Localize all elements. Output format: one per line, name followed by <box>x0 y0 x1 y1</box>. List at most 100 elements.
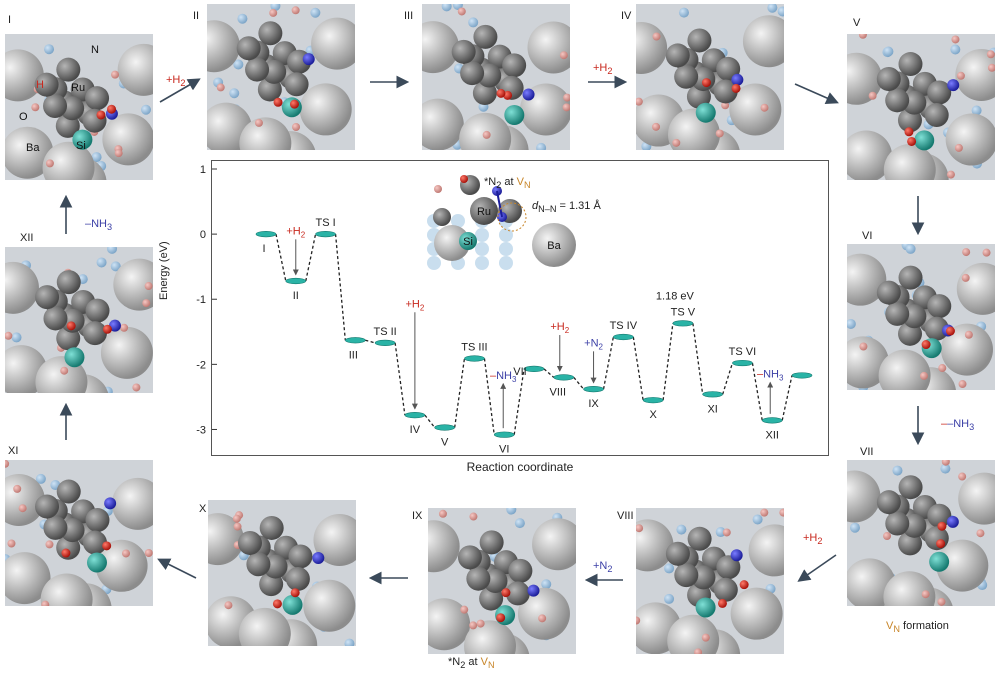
connector-14 <box>692 323 704 395</box>
level-VI <box>493 431 515 438</box>
panel-label-II: II <box>193 10 200 22</box>
connector-10 <box>573 376 585 390</box>
level-TS-III <box>464 355 485 362</box>
y-tick-label: -3 <box>196 424 206 436</box>
step-label-viii-ix: +N2 <box>593 560 613 575</box>
level-IX <box>583 385 604 393</box>
connector-15 <box>722 362 734 395</box>
step-label-xii-i: –NH3 <box>85 218 113 233</box>
panel-XI <box>5 460 153 606</box>
y-tick-label: 0 <box>200 229 206 241</box>
panel-label-VII: VII <box>860 446 874 458</box>
state-label-VII: VII <box>513 366 526 378</box>
step-label-i-ii: +H2 <box>166 74 186 89</box>
structure-VI <box>847 244 995 390</box>
step-annotation-1: +H2 <box>286 225 306 276</box>
level-I <box>255 231 277 238</box>
panel-V <box>847 34 995 180</box>
structure-I <box>5 34 153 180</box>
y-axis-label: Energy (eV) <box>158 241 170 300</box>
level-end <box>791 372 813 379</box>
state-label-XI: XI <box>707 403 717 415</box>
state-label-IV: IV <box>410 424 421 436</box>
panel-label-III: III <box>404 10 414 22</box>
state-label-TS-III: TS III <box>461 341 487 353</box>
panel-label-IV: IV <box>621 10 632 22</box>
level-X <box>642 397 664 404</box>
panel-XII <box>5 247 153 393</box>
inset-n2-label: *N2 at VN <box>484 176 531 191</box>
level-XI <box>702 391 723 398</box>
connector-2 <box>334 234 346 341</box>
connector-13 <box>662 323 674 401</box>
panel-label-XII: XII <box>20 232 34 244</box>
step-text-2: +H2 <box>405 298 424 312</box>
panel-VIII <box>636 508 784 654</box>
structure-V <box>847 34 995 180</box>
state-label-I: I <box>262 243 265 255</box>
state-label-X: X <box>649 409 657 421</box>
panel-label-V: V <box>853 17 861 29</box>
level-III <box>345 337 366 344</box>
atom-label-o: O <box>19 111 28 123</box>
step-annotation-4: +H2 <box>550 321 570 372</box>
level-IV <box>404 412 426 419</box>
level-TS-V <box>672 320 694 327</box>
panel-label-I: I <box>8 14 12 26</box>
atom-label-si: Si <box>76 140 86 152</box>
step-text-1: +H2 <box>286 225 305 239</box>
caption-n2-at-vn: *N2 at VN <box>448 656 495 671</box>
arrow-iv-v <box>794 83 839 105</box>
atom-label-ru: Ru <box>71 82 86 94</box>
structure-X <box>208 500 356 646</box>
connector-8 <box>513 368 525 435</box>
panel-VII <box>847 460 995 606</box>
structure-III <box>422 4 570 150</box>
connector-3 <box>365 339 376 344</box>
step-label-vii-viii: +H2 <box>803 532 823 547</box>
y-tick-label: 1 <box>200 164 206 176</box>
level-VIII <box>553 374 575 381</box>
panel-I <box>5 34 153 180</box>
step-text-3: –NH3 <box>490 370 517 384</box>
level-XII <box>761 417 783 424</box>
arrow-vii-viii <box>797 554 837 582</box>
connector-1 <box>305 233 317 282</box>
step-label-vi-vii: ––NH3 <box>941 418 975 433</box>
caption-vn-formation: VN formation <box>886 620 949 635</box>
structure-XII <box>5 247 153 393</box>
connector-16 <box>751 362 763 421</box>
state-label-TS-IV: TS IV <box>610 320 638 332</box>
panel-label-X: X <box>199 503 207 515</box>
connector-7 <box>483 358 495 435</box>
level-TS-II <box>374 339 396 346</box>
state-label-III: III <box>349 349 358 361</box>
inset-distance-label: dN–N = 1.31 Å <box>532 200 601 215</box>
panel-III <box>422 4 570 150</box>
atom-label-h: H <box>36 79 44 91</box>
state-label-TS-I: TS I <box>315 217 335 229</box>
level-TS-I <box>315 231 336 238</box>
inset-ru-label: Ru <box>477 206 491 218</box>
structure-IV <box>636 4 784 150</box>
panel-label-VI: VI <box>862 230 873 242</box>
connector-5 <box>424 414 436 428</box>
state-label-TS-VI: TS VI <box>729 346 757 358</box>
structure-XI <box>5 460 153 606</box>
x-axis-label: Reaction coordinate <box>466 460 574 474</box>
level-II <box>285 277 307 285</box>
step-annotation-5: +N2 <box>584 337 604 384</box>
atom-label-n: N <box>91 44 99 56</box>
connector-12 <box>632 336 644 401</box>
connector-9 <box>543 368 555 378</box>
step-text-5: +N2 <box>584 337 603 351</box>
state-label-TS-II: TS II <box>373 326 396 338</box>
panel-IV <box>636 4 784 150</box>
y-tick-label: -1 <box>196 294 206 306</box>
connector-0 <box>275 233 287 282</box>
panel-IX <box>428 508 576 654</box>
step-label-iii-iv: +H2 <box>593 62 613 77</box>
structure-VIII <box>636 508 784 654</box>
panel-X <box>208 500 356 646</box>
